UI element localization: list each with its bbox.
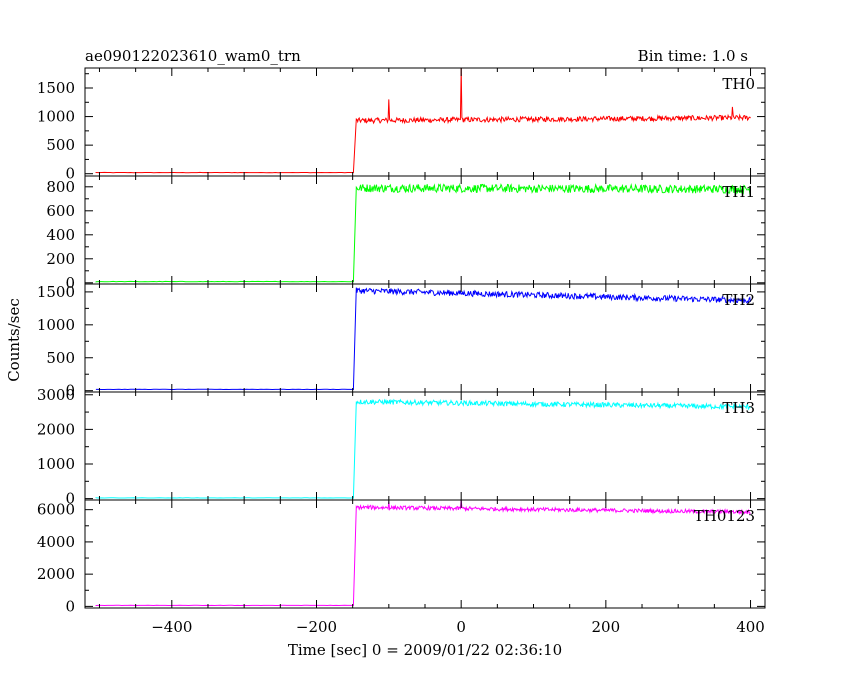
y-tick-label: 500 (46, 349, 75, 367)
x-tick-label: 0 (456, 618, 466, 636)
panel-frame (84, 499, 766, 609)
panel-th3: 0 1000 2000 3000 TH3 (37, 386, 766, 508)
obs-id-title: ae090122023610_wam0_trn (85, 47, 301, 65)
x-axis-label: Time [sec] 0 = 2009/01/22 02:36:10 (288, 641, 562, 659)
panel-frame (84, 67, 766, 177)
y-tick-label: 400 (46, 226, 75, 244)
panels-group: 0 500 1000 1500 TH0 0 200 400 600 800 TH1 0 500 1000 1… (37, 67, 766, 615)
y-tick-label: 0 (65, 274, 75, 292)
panel-label: TH2 (722, 291, 755, 309)
panel-th0: 0 500 1000 1500 TH0 (37, 67, 766, 183)
y-tick-label: 600 (46, 202, 75, 220)
y-tick-label: 0 (65, 165, 75, 183)
x-tick-labels: −400 −200 0 200 400 (151, 618, 765, 636)
panel-label: TH3 (722, 399, 755, 417)
y-tick-label: 1500 (37, 283, 75, 301)
x-tick-label: −400 (151, 618, 192, 636)
series-th2 (95, 287, 751, 391)
y-tick-label: 1000 (37, 316, 75, 334)
panel-frame (84, 283, 766, 393)
panel-th0123: 0 2000 4000 6000 TH0123 (37, 499, 766, 615)
panel-label: TH1 (722, 183, 755, 201)
y-tick-label: 2000 (37, 565, 75, 583)
y-tick-label: 1000 (37, 108, 75, 126)
panel-frame (84, 391, 766, 501)
y-axis-label: Counts/sec (5, 298, 23, 382)
y-tick-label: 3000 (37, 386, 75, 404)
x-tick-label: 400 (736, 618, 765, 636)
y-tick-label: 4000 (37, 533, 75, 551)
y-tick-label: 500 (46, 136, 75, 154)
series-th0123 (95, 499, 751, 607)
y-tick-label: 1000 (37, 455, 75, 473)
y-tick-label: 0 (65, 382, 75, 400)
series-th3 (95, 398, 751, 499)
y-tick-label: 0 (65, 597, 75, 615)
panel-label: TH0 (722, 75, 755, 93)
y-tick-label: 1500 (37, 79, 75, 97)
y-tick-label: 6000 (37, 501, 75, 519)
bin-time-label: Bin time: 1.0 s (638, 47, 748, 65)
x-tick-label: 200 (592, 618, 621, 636)
panel-label: TH0123 (694, 507, 755, 525)
panel-th1: 0 200 400 600 800 TH1 (46, 175, 766, 292)
y-tick-label: 800 (46, 178, 75, 196)
series-th0 (95, 67, 751, 174)
y-tick-label: 0 (65, 490, 75, 508)
x-tick-label: −200 (296, 618, 337, 636)
y-tick-label: 2000 (37, 420, 75, 438)
y-tick-label: 200 (46, 250, 75, 268)
panel-th2: 0 500 1000 1500 TH2 (37, 283, 766, 400)
series-th1 (95, 182, 751, 283)
